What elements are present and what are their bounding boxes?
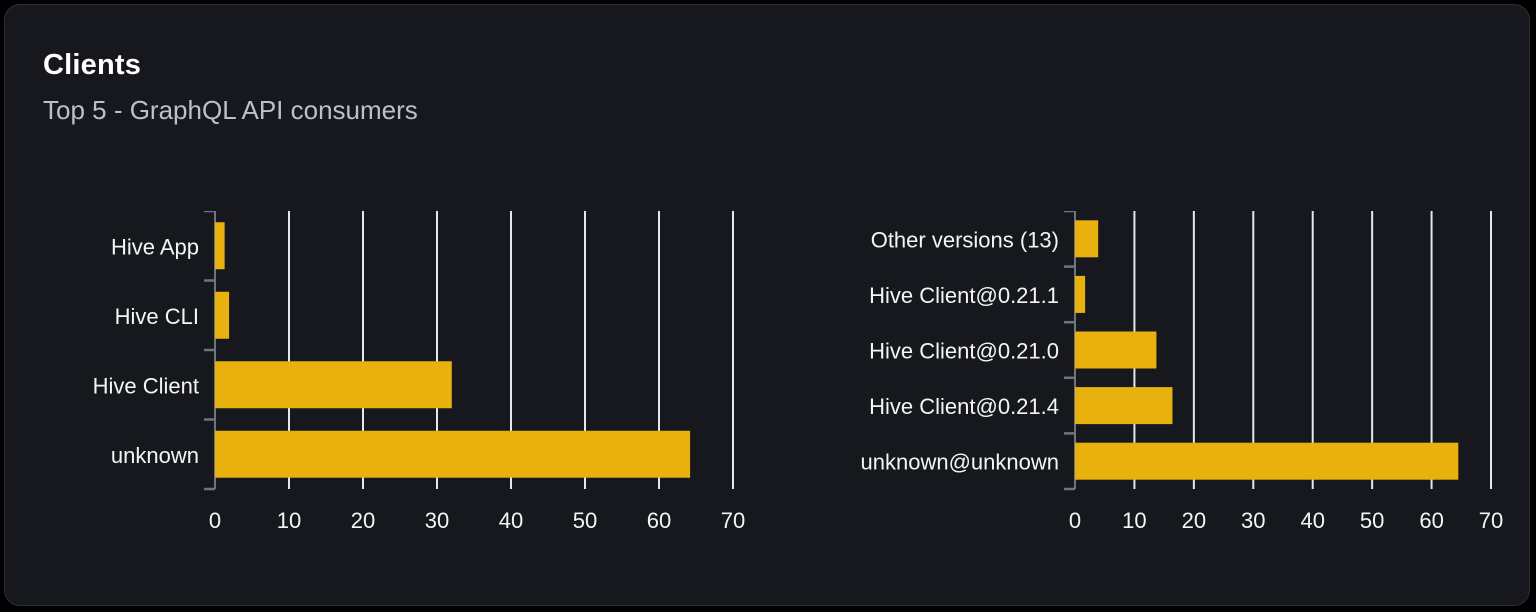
category-label: Hive Client@0.21.1 (869, 283, 1059, 308)
card-title: Clients (43, 49, 142, 81)
card-subtitle: Top 5 - GraphQL API consumers (43, 95, 418, 125)
bar-hive-client[interactable] (215, 361, 452, 409)
x-tick-label: 60 (647, 508, 671, 533)
x-tick-label: 40 (499, 508, 523, 533)
bar-unknown-unknown[interactable] (1075, 442, 1459, 480)
bar-hive-client-0-21-0[interactable] (1075, 331, 1157, 369)
bar-hive-cli[interactable] (215, 291, 230, 339)
x-tick-label: 0 (1069, 508, 1081, 533)
bar-hive-app[interactable] (215, 222, 225, 270)
x-tick-label: 20 (351, 508, 375, 533)
clients-by-name-chart: Hive App Hive CLI Hive Client unknown 0 10 20 3… (43, 209, 755, 540)
x-tick-label: 10 (1122, 508, 1146, 533)
category-label: Hive Client@0.21.0 (869, 339, 1059, 364)
x-tick-label: 50 (1360, 508, 1384, 533)
x-tick-label: 10 (277, 508, 301, 533)
category-label: Hive Client@0.21.4 (869, 394, 1059, 419)
x-tick-label: 20 (1182, 508, 1206, 533)
x-tick-label: 70 (721, 508, 745, 533)
category-label: Hive Client (93, 373, 199, 398)
x-tick-label: 50 (573, 508, 597, 533)
x-tick-label: 70 (1479, 508, 1503, 533)
category-label: unknown (111, 443, 199, 468)
bar-chart-canvas: Other versions (13) Hive Client@0.21.1 Hiv… (861, 209, 1503, 533)
category-label: Other versions (13) (871, 227, 1059, 252)
clients-card: Clients Top 5 - GraphQL API consumers Hi… (4, 4, 1530, 606)
bar-unknown[interactable] (215, 430, 691, 478)
x-tick-label: 0 (209, 508, 221, 533)
x-tick-label: 60 (1419, 508, 1443, 533)
x-tick-label: 30 (1241, 508, 1265, 533)
category-label: Hive App (111, 234, 199, 259)
clients-by-version-chart: Other versions (13) Hive Client@0.21.1 Hiv… (801, 209, 1513, 540)
bar-chart-canvas: Hive App Hive CLI Hive Client unknown 0 10 20 3… (93, 209, 745, 533)
bar-hive-client-0-21-4[interactable] (1075, 387, 1173, 425)
bar-hive-client-0-21-1[interactable] (1075, 275, 1086, 313)
bar-other-versions-13[interactable] (1075, 220, 1099, 258)
x-tick-label: 30 (425, 508, 449, 533)
category-label: unknown@unknown (861, 450, 1059, 475)
x-tick-label: 40 (1300, 508, 1324, 533)
category-label: Hive CLI (115, 304, 199, 329)
